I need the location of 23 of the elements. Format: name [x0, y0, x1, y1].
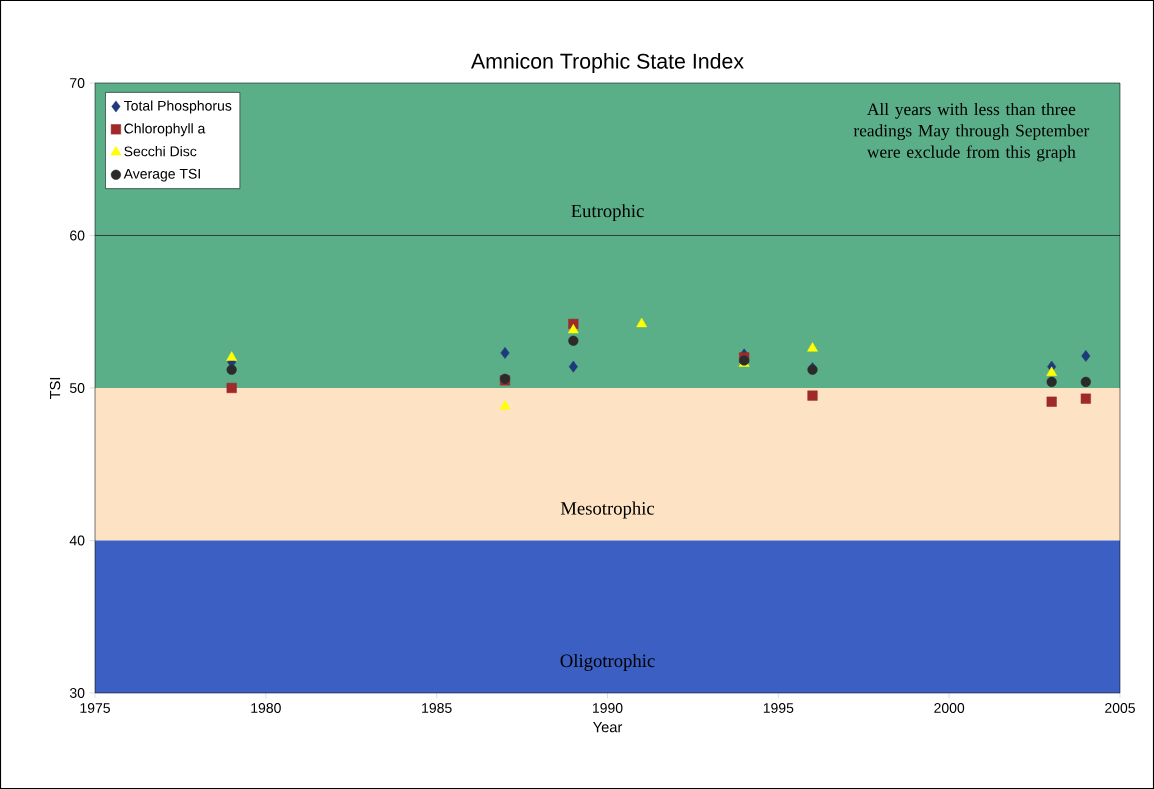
chart-title: Amnicon Trophic State Index	[470, 53, 744, 73]
legend-label: Average TSI	[123, 168, 200, 182]
x-tick-label: 1985	[422, 703, 452, 713]
x-axis-title: Year	[593, 722, 623, 733]
x-tick-label: 1990	[593, 703, 623, 713]
band-label: Oligotrophic	[560, 653, 655, 671]
legend-label: Total Phosphorus	[123, 100, 232, 114]
legend-label: Chlorophyll a	[124, 123, 206, 137]
y-tick-label: 40	[69, 535, 85, 546]
annotation: All years with less than three readings May through September were exclude from this graph	[853, 102, 1090, 162]
x-tick-label: 2000	[934, 703, 965, 713]
y-axis-title: TSI	[49, 377, 61, 400]
x-tick-label: 1980	[251, 703, 281, 713]
y-tick-label: 70	[70, 78, 85, 88]
band-label: Eutrophic	[571, 204, 644, 222]
legend-label: Secchi Disc	[124, 146, 197, 157]
x-tick-label: 1975	[80, 703, 110, 713]
y-tick-label: 50	[69, 383, 85, 393]
y-tick-label: 60	[70, 230, 85, 241]
y-tick-label: 30	[69, 688, 85, 698]
x-tick-label: 1995	[763, 703, 794, 713]
x-tick-label: 2005	[1105, 703, 1135, 713]
band-label: Mesotrophic	[560, 501, 655, 519]
